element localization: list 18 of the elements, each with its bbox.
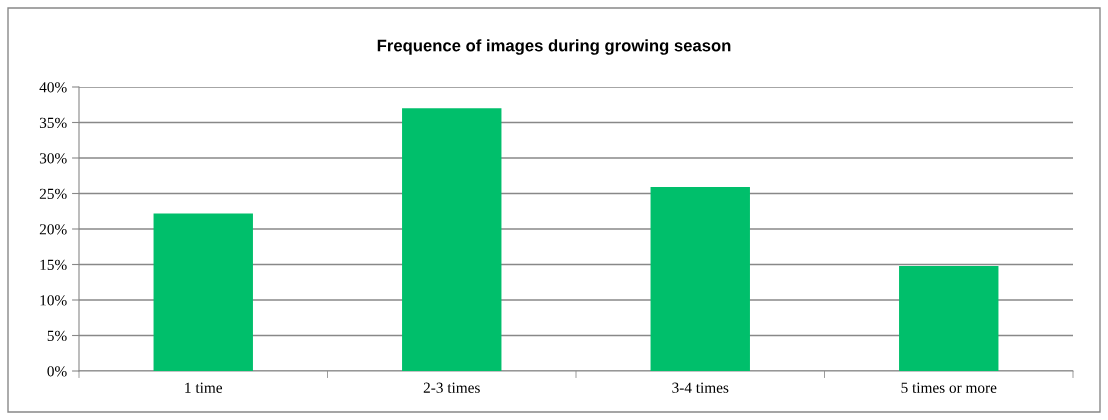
y-tick-label: 5% [47,330,67,341]
y-tick-label: 25% [39,188,67,199]
bar [899,265,999,371]
y-tick-label: 20% [39,224,67,235]
bar [153,213,253,371]
y-tick-label: 15% [40,259,67,270]
x-tick-label: 1 time [185,382,223,393]
y-tick-label: 35% [39,117,67,128]
y-tick-label: 30% [39,153,67,164]
x-tick-label: 2-3 times [423,382,480,393]
y-tick-label: 10% [40,295,67,306]
x-tick-label: 5 times or more [901,382,997,393]
bar [402,108,502,371]
x-tick-label: 3-4 times [672,382,729,393]
chart-title: Frequence of images during growing season [377,39,731,55]
bar [650,187,750,371]
y-tick-label: 0% [47,366,67,377]
y-tick-label: 40% [39,82,67,93]
